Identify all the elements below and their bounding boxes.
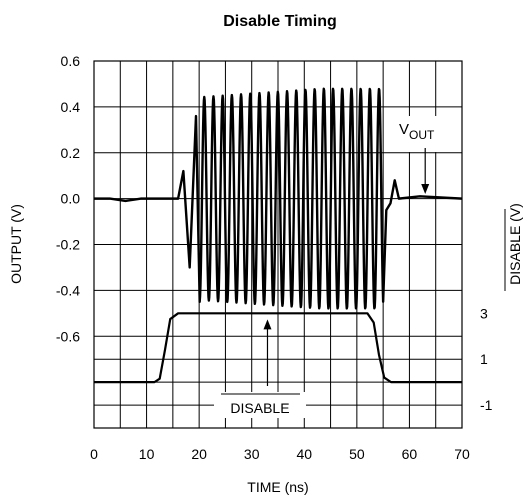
y-tick-label-right: 1	[480, 351, 488, 367]
y-tick-label-left: -0.2	[56, 237, 80, 253]
x-axis-label: TIME (ns)	[247, 479, 308, 495]
x-tick-label: 50	[349, 446, 365, 462]
y-tick-label-left: -0.6	[56, 328, 80, 344]
y-tick-labels-left: 0.6 0.4 0.2 0.0 -0.2 -0.4 -0.6	[56, 53, 80, 344]
disable-annotation-label: DISABLE	[230, 400, 289, 416]
vout-annotation-sub: OUT	[409, 128, 435, 142]
y-tick-labels-right: 3 1 -1	[480, 305, 493, 413]
x-tick-label: 20	[191, 446, 207, 462]
x-tick-label: 70	[454, 446, 470, 462]
y-axis-label-right: DISABLE (V)	[507, 203, 523, 285]
vout-arrow-head	[421, 184, 430, 195]
x-tick-label: 30	[244, 446, 260, 462]
y-tick-label-left: 0.6	[61, 53, 81, 69]
y-tick-label-left: -0.4	[56, 282, 80, 298]
series-vout-line	[94, 87, 463, 310]
x-tick-labels: 0 10 20 30 40 50 60 70	[90, 446, 470, 462]
vout-annotation-label: VOUT	[399, 121, 435, 142]
x-tick-label: 10	[139, 446, 155, 462]
chart-title: Disable Timing	[223, 13, 337, 30]
annotation-vout: VOUT	[396, 116, 456, 195]
series-disable-line	[94, 312, 462, 384]
plot-frame	[93, 60, 463, 429]
y-axis-label-left: OUTPUT (V)	[8, 204, 24, 284]
vout-annotation-main: V	[399, 121, 409, 138]
x-tick-label: 60	[402, 446, 418, 462]
y-tick-label-right: 3	[480, 305, 488, 321]
x-tick-label: 40	[296, 446, 312, 462]
annotation-disable: DISABLE	[214, 319, 306, 418]
y-tick-label-left: 0.4	[61, 99, 81, 115]
y-tick-label-right: -1	[480, 397, 493, 413]
y-tick-label-left: 0.0	[61, 191, 81, 207]
disable-arrow-head	[263, 319, 272, 330]
y-tick-label-left: 0.2	[61, 145, 81, 161]
x-tick-label: 0	[90, 446, 98, 462]
